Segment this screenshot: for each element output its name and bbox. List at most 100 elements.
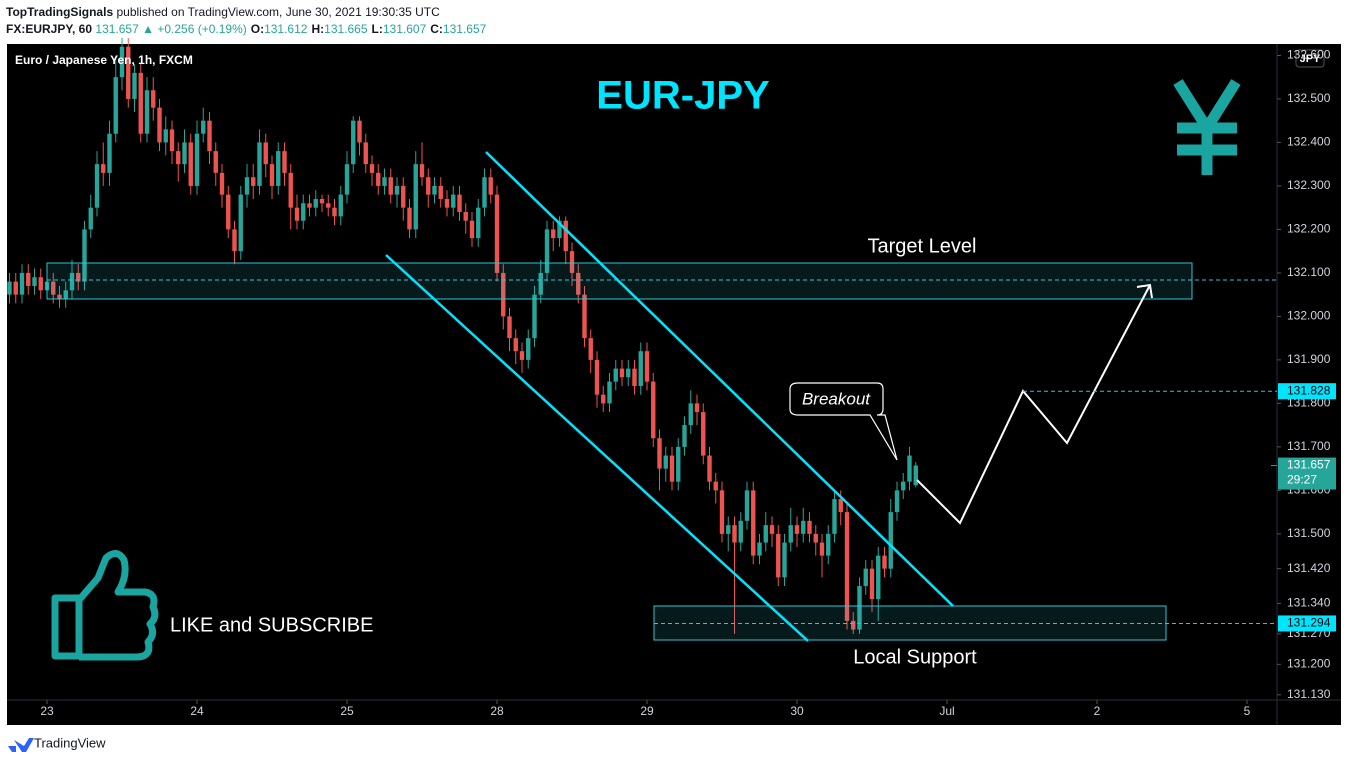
candle-body xyxy=(294,207,300,221)
candle-body xyxy=(76,272,81,282)
candle-body xyxy=(501,272,506,317)
breakout-callout xyxy=(789,382,898,461)
candle-body xyxy=(51,281,56,295)
price-line-label: 131.294 xyxy=(1287,616,1331,630)
target-label: Target Level xyxy=(868,235,977,257)
candle-body xyxy=(557,220,562,239)
candle-body xyxy=(207,120,212,152)
candle-body xyxy=(69,272,75,291)
candle-body xyxy=(7,281,12,295)
candle-body xyxy=(882,555,887,569)
candle-body xyxy=(626,368,631,378)
candle-body xyxy=(519,351,525,360)
thumb-hand xyxy=(76,550,159,661)
candle-body xyxy=(863,568,868,587)
candle-body xyxy=(613,368,618,382)
candle-body xyxy=(288,172,293,208)
candle-body xyxy=(232,229,237,252)
candle-body xyxy=(682,425,687,447)
candle-body xyxy=(744,490,750,521)
candle-body xyxy=(401,185,406,208)
candle-body xyxy=(838,499,843,513)
ohlc-value: 131.607 xyxy=(382,22,427,36)
price-line-box xyxy=(1278,383,1336,400)
x-tick-label: 2 xyxy=(1094,704,1101,718)
y-tick-label: 131.420 xyxy=(1287,561,1331,575)
thumbs-up-icon xyxy=(51,550,159,661)
candle-body xyxy=(301,203,306,221)
currency-label: JPY xyxy=(1300,53,1321,65)
x-tick-label: 30 xyxy=(790,704,804,718)
candle-body xyxy=(538,272,543,295)
candle-body xyxy=(388,177,393,195)
candle-body xyxy=(719,490,725,534)
x-tick-label: 23 xyxy=(40,704,54,718)
candle-body xyxy=(94,164,100,208)
candle-body xyxy=(313,198,318,208)
candle-body xyxy=(101,164,106,173)
candle-body xyxy=(126,46,131,99)
candle-body xyxy=(213,151,218,173)
candle-body xyxy=(432,185,437,195)
candle-body xyxy=(132,72,137,99)
ohlc-value: 131.665 xyxy=(324,22,368,36)
candle-body xyxy=(763,525,768,543)
candle-body xyxy=(438,185,443,199)
candle-body xyxy=(107,133,112,173)
candle-body xyxy=(782,542,787,578)
last-price-label: 131.657 xyxy=(1287,458,1331,472)
candle-body xyxy=(476,207,481,239)
x-tick-label: 29 xyxy=(640,704,654,718)
candle-body xyxy=(88,207,93,230)
candle-body xyxy=(194,133,200,186)
candle-body xyxy=(732,525,737,543)
chart-title: EUR-JPY xyxy=(596,74,770,118)
ohlc-key: H: xyxy=(311,22,325,36)
candle-body xyxy=(676,446,681,482)
y-tick-label: 132.500 xyxy=(1287,91,1331,105)
chart-background xyxy=(7,44,1341,725)
candle-body xyxy=(757,542,762,556)
candle-body xyxy=(182,142,187,165)
candle-body xyxy=(632,368,637,386)
candle-body xyxy=(876,555,881,600)
y-tick-label: 132.100 xyxy=(1287,265,1331,279)
candle-body xyxy=(344,164,350,195)
projection-arrowhead xyxy=(1136,283,1153,299)
candle-body xyxy=(594,359,600,395)
candle-body xyxy=(663,455,668,469)
candle-body xyxy=(888,512,893,569)
x-tick-label: 28 xyxy=(490,704,504,718)
candle-body xyxy=(38,277,43,291)
channel-upper xyxy=(485,151,954,607)
candle-body xyxy=(407,207,412,230)
candle-body xyxy=(144,90,150,134)
candle-body xyxy=(582,294,587,339)
y-tick-label: 132.400 xyxy=(1287,135,1331,149)
candle-body xyxy=(19,272,25,295)
ohlc-key: L: xyxy=(371,22,383,36)
price-line-label: 131.828 xyxy=(1287,383,1331,397)
breakout-label: Breakout xyxy=(802,389,871,408)
change: ▲ +0.256 (+0.19%) xyxy=(142,22,247,36)
y-tick-label: 131.340 xyxy=(1287,596,1331,610)
publish-line: TopTradingSignals published on TradingVi… xyxy=(6,5,440,19)
y-tick-label: 132.300 xyxy=(1287,178,1331,192)
candle-body xyxy=(826,533,831,556)
candle-body xyxy=(832,499,837,534)
y-tick-label: 132.200 xyxy=(1287,222,1331,236)
candle-body xyxy=(119,46,125,78)
candle-body xyxy=(544,229,550,273)
candle-body xyxy=(576,272,581,295)
candle-body xyxy=(813,533,818,543)
candle-body xyxy=(251,177,256,186)
candle-body xyxy=(738,520,743,543)
x-tick-label: Jul xyxy=(939,704,954,718)
candle-body xyxy=(282,151,287,173)
yen-strokes xyxy=(1173,79,1241,175)
candle-body xyxy=(169,129,175,152)
published: published on TradingView.com, June 30, 2… xyxy=(116,5,440,19)
candle-body xyxy=(226,194,231,230)
publisher: TopTradingSignals xyxy=(6,5,114,19)
candle-body xyxy=(451,194,456,208)
